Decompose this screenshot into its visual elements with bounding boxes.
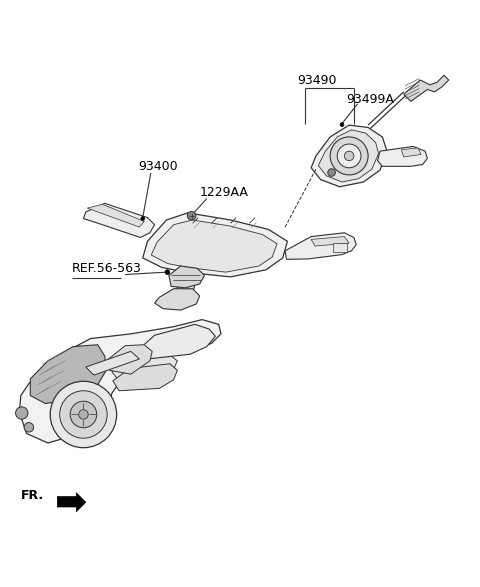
Polygon shape [169, 266, 204, 288]
Circle shape [330, 137, 368, 175]
Polygon shape [378, 146, 427, 166]
Polygon shape [106, 345, 152, 374]
Text: FR.: FR. [21, 489, 44, 502]
Polygon shape [404, 75, 449, 102]
Circle shape [344, 151, 354, 161]
Bar [333, 243, 347, 252]
Polygon shape [285, 233, 356, 259]
Polygon shape [151, 220, 277, 272]
Polygon shape [112, 354, 178, 381]
Polygon shape [401, 148, 421, 157]
Circle shape [24, 423, 34, 432]
Polygon shape [174, 282, 195, 302]
Circle shape [340, 123, 344, 126]
Circle shape [187, 211, 196, 220]
Polygon shape [19, 319, 221, 443]
Polygon shape [84, 203, 155, 238]
Polygon shape [87, 204, 144, 227]
Polygon shape [143, 213, 288, 277]
Circle shape [141, 217, 144, 221]
Polygon shape [318, 130, 379, 182]
Circle shape [15, 407, 28, 419]
Circle shape [79, 410, 88, 419]
Text: 1229AA: 1229AA [200, 185, 249, 198]
Text: 93400: 93400 [138, 160, 178, 173]
Text: 93490: 93490 [297, 74, 336, 87]
Polygon shape [311, 125, 387, 187]
Polygon shape [155, 289, 200, 310]
Circle shape [60, 391, 107, 438]
Circle shape [70, 401, 96, 428]
Polygon shape [311, 237, 349, 246]
Polygon shape [30, 345, 106, 404]
Circle shape [337, 144, 361, 168]
Circle shape [50, 382, 117, 448]
Text: REF.56-563: REF.56-563 [72, 262, 142, 275]
Polygon shape [140, 325, 216, 359]
Polygon shape [57, 492, 86, 512]
Circle shape [328, 168, 336, 176]
Text: 93499A: 93499A [347, 93, 395, 106]
Polygon shape [86, 352, 139, 375]
Polygon shape [113, 364, 178, 391]
Circle shape [165, 270, 170, 275]
